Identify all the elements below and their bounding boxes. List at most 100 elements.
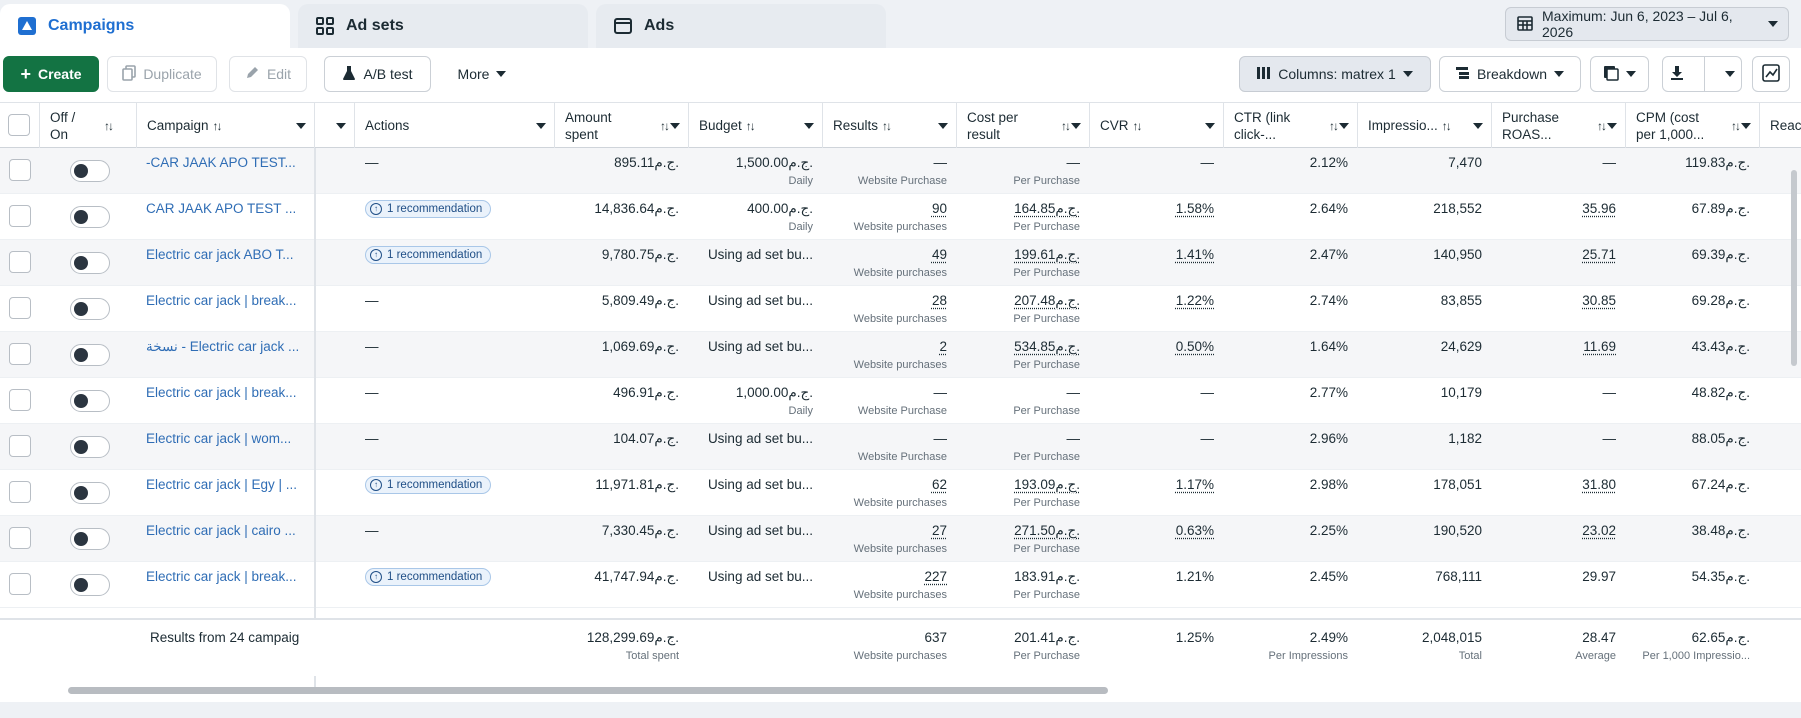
results-sub: Website purchases [854,497,947,509]
impressions-value: 218,552 [1433,201,1482,216]
table-row[interactable]: Electric car jack | break... — 5,809.49ج.م… [0,286,1801,332]
tab-campaigns[interactable]: Campaigns [0,4,290,48]
toggle-cell [0,470,137,516]
cpm-value: 43.43ج.م. [1692,339,1750,355]
campaigns-table: Off / On ↑↓ Campaign ↑↓ Actions Amount s… [0,102,1801,702]
ctr-cell: 2.77% [1224,378,1358,424]
delivery-toggle[interactable] [70,574,110,596]
header-cpm[interactable]: CPM (cost per 1,000... ↑↓ [1626,103,1760,148]
delivery-toggle[interactable] [70,344,110,366]
campaign-name-link[interactable]: Electric car jack | break... [146,385,297,400]
delivery-toggle[interactable] [70,252,110,274]
campaign-name-link[interactable]: نسخة - Electric car jack ... [146,339,299,355]
delivery-toggle[interactable] [70,390,110,412]
horizontal-scrollbar[interactable] [68,687,1108,694]
header-cost-per-result[interactable]: Cost per result ↑↓ [957,103,1090,148]
edit-button[interactable]: Edit [229,56,307,92]
purchase-roas-value: — [1603,155,1617,170]
header-purchase-roas[interactable]: Purchase ROAS... ↑↓ [1492,103,1626,148]
tab-ads[interactable]: Ads [596,4,886,48]
select-all-checkbox[interactable] [8,114,30,136]
header-cvr[interactable]: CVR ↑↓ [1090,103,1224,148]
vertical-scrollbar[interactable] [1791,170,1797,366]
chart-view-button[interactable] [1752,56,1790,92]
campaign-name-link[interactable]: Electric car jack | break... [146,569,297,584]
header-results[interactable]: Results ↑↓ [823,103,957,148]
cost-per-result-cell: 271.50ج.م. Per Purchase [957,516,1090,562]
recommendation-badge[interactable]: ↑ 1 recommendation [365,246,491,264]
amount-spent-value: 895.11ج.م. [614,155,679,171]
recommendation-badge[interactable]: ↑ 1 recommendation [365,476,491,494]
campaign-name-link[interactable]: Electric car jack ABO T... [146,247,294,262]
cost-per-result-sub: Per Purchase [1013,497,1080,509]
budget-cell: 1,000.00ج.م. Daily [689,378,823,424]
table-row[interactable]: نسخة - Electric car jack ... — 1,069.69ج.م… [0,332,1801,378]
delivery-toggle[interactable] [70,528,110,550]
columns-button[interactable]: Columns: matrex 1 [1239,56,1431,92]
cvr-value: 1.22% [1176,293,1214,308]
edit-label: Edit [267,66,291,82]
campaign-name-link[interactable]: -CAR JAAK APO TEST... [146,155,296,170]
ctr-value: 2.77% [1310,385,1348,400]
table-row[interactable]: Electric car jack | cairo ... — 7,330.45ج.… [0,516,1801,562]
campaign-name-link[interactable]: Electric car jack | break... [146,293,297,308]
campaign-name-link[interactable]: Electric car jack | wom... [146,431,291,446]
results-value: — [934,385,948,400]
header-budget[interactable]: Budget ↑↓ [689,103,823,148]
breakdown-button[interactable]: Breakdown [1439,56,1581,92]
results-value: 90 [932,201,947,216]
header-amount-spent[interactable]: Amount spent ↑↓ [555,103,689,148]
level-tabs: Campaigns Ad sets Ads Maximum: Jun 6, 20… [0,0,1801,48]
header-ctr[interactable]: CTR (link click-... ↑↓ [1224,103,1358,148]
results-cell: 49 Website purchases [823,240,957,286]
reports-button[interactable] [1590,56,1649,92]
delivery-toggle[interactable] [70,436,110,458]
actions-cell: — [355,332,555,378]
ctr-value: 2.64% [1310,201,1348,216]
amount-spent-value: 9,780.75ج.م. [602,247,679,263]
delivery-toggle[interactable] [70,206,110,228]
header-impressions[interactable]: Impressio... ↑↓ [1358,103,1492,148]
header-reach[interactable]: Reac [1760,103,1801,148]
table-header: Off / On ↑↓ Campaign ↑↓ Actions Amount s… [0,102,1801,148]
results-value: — [934,431,948,446]
toggle-cell [0,286,137,332]
impressions-value: 190,520 [1433,523,1482,538]
table-row[interactable]: Electric car jack | break... ↑ 1 recommend… [0,562,1801,608]
more-button[interactable]: More [444,56,520,92]
actions-value: — [365,523,379,538]
impressions-cell: 7,470 [1358,148,1492,194]
table-row[interactable]: Electric car jack ABO T... ↑ 1 recommendat… [0,240,1801,286]
cpm-cell: 54.35ج.م. [1626,562,1760,608]
campaign-name-link[interactable]: Electric car jack | cairo ... [146,523,296,538]
date-range-picker[interactable]: Maximum: Jun 6, 2023 – Jul 6, 2026 [1505,7,1789,41]
delivery-toggle[interactable] [70,482,110,504]
results-value: — [934,155,948,170]
header-off-on[interactable]: Off / On ↑↓ [40,103,137,148]
budget-cell: 1,500.00ج.م. Daily [689,148,823,194]
campaign-name-link[interactable]: Electric car jack | Egy | ... [146,477,297,492]
recommendation-label: 1 recommendation [387,249,482,261]
campaign-name-link[interactable]: CAR JAAK APO TEST ... [146,201,296,216]
header-campaign[interactable]: Campaign ↑↓ [137,103,315,148]
recommendation-badge[interactable]: ↑ 1 recommendation [365,200,491,218]
recommendation-badge[interactable]: ↑ 1 recommendation [365,568,491,586]
table-row[interactable]: -CAR JAAK APO TEST... — 895.11ج.م. 1,500.00… [0,148,1801,194]
header-actions[interactable]: Actions [355,103,555,148]
export-button[interactable] [1662,56,1742,92]
cost-per-result-value: — [1067,431,1081,446]
delivery-toggle[interactable] [70,298,110,320]
duplicate-button[interactable]: Duplicate [107,56,217,92]
create-button[interactable]: + Create [3,56,99,92]
table-row[interactable]: Electric car jack | wom... — 104.07ج.م. Usi… [0,424,1801,470]
table-row[interactable]: Electric car jack | Egy | ... ↑ 1 recommen… [0,470,1801,516]
table-row[interactable]: CAR JAAK APO TEST ... ↑ 1 recommendation 14… [0,194,1801,240]
header-campaign-label: Campaign [147,117,209,134]
ab-test-button[interactable]: A/B test [324,56,431,92]
tab-ad-sets[interactable]: Ad sets [298,4,588,48]
table-row[interactable]: Electric car jack | break... — 496.91ج.م. 1… [0,378,1801,424]
cost-per-result-sub: Per Purchase [1013,313,1080,325]
cost-per-result-sub: Per Purchase [1013,589,1080,601]
delivery-toggle[interactable] [70,160,110,182]
cost-per-result-value: 271.50ج.م. [1014,523,1080,539]
